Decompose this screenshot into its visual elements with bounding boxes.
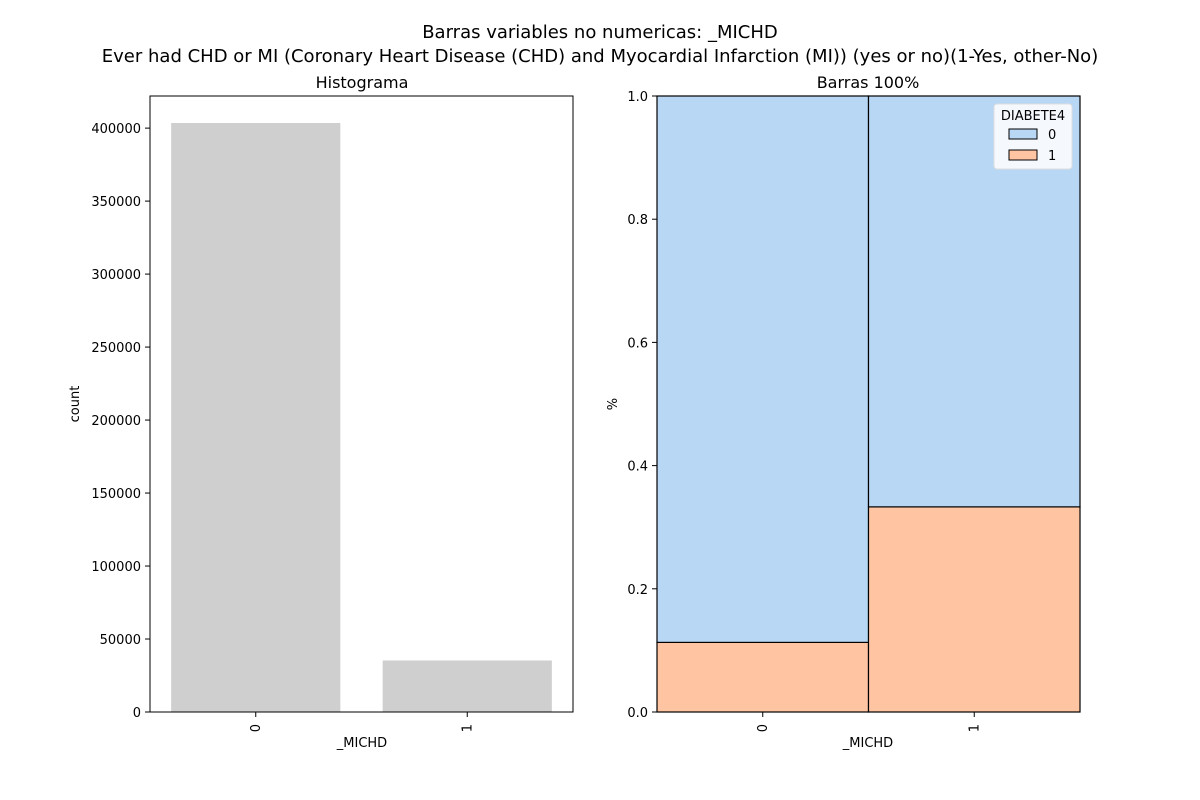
histogram-x-tick-label: 0 (249, 724, 264, 732)
stacked-bar-1-series-1 (867, 506, 1081, 713)
stacked-y-tick-label: 0.0 (627, 706, 648, 721)
histogram-y-tick-label: 50000 (100, 633, 141, 648)
legend-swatch-0 (1008, 128, 1038, 140)
histogram-y-tick-label: 0 (133, 706, 141, 721)
histogram-y-tick-label: 100000 (91, 560, 141, 575)
histogram-frame (149, 95, 574, 713)
histogram-y-label: count (68, 386, 83, 423)
stacked-frame (656, 95, 1081, 713)
legend-label-0: 0 (1048, 128, 1056, 143)
histogram-y-tick-label: 300000 (91, 268, 141, 283)
histogram-y-tick-label: 400000 (91, 122, 141, 137)
legend-label-1: 1 (1048, 149, 1056, 164)
stacked-y-tick-label: 1.0 (627, 90, 648, 105)
stacked-y-tick-label: 0.2 (627, 583, 648, 598)
histogram-x-label: _MICHD (336, 736, 387, 751)
histogram-bar-0 (171, 123, 341, 712)
stacked-y-tick-label: 0.6 (627, 336, 648, 351)
histogram-bar-1 (382, 660, 552, 712)
stacked-x-tick-label: 0 (756, 724, 771, 732)
stacked-bars (656, 95, 1081, 713)
stacked-x-label: _MICHD (842, 736, 893, 751)
stacked-y-tick-label: 0.8 (627, 213, 648, 228)
figure-title-line2: Ever had CHD or MI (Coronary Heart Disea… (102, 46, 1098, 67)
legend: DIABETE4 01 (993, 103, 1073, 170)
histogram-y-ticks: 0 50000 100000 150000 200000 250000 300000 3500… (91, 122, 150, 721)
stacked-y-tick-label: 0.4 (627, 460, 648, 475)
histogram-bars (171, 123, 552, 712)
histogram-x-tick-label: 1 (460, 724, 475, 732)
stacked-title: Barras 100% (817, 73, 920, 92)
stacked-bar-0-series-1 (656, 641, 870, 713)
histogram-panel: Histograma 0 50000 100000 150000 200000 25000… (68, 73, 574, 751)
legend-swatch-1 (1008, 149, 1038, 161)
stacked-x-tick-label: 1 (967, 724, 982, 732)
histogram-y-tick-label: 250000 (91, 341, 141, 356)
legend-title: DIABETE4 (1001, 109, 1065, 124)
stacked-bar-0-series-0 (656, 95, 870, 643)
histogram-y-tick-label: 150000 (91, 487, 141, 502)
stacked-y-ticks: 0.0 0.2 0.4 0.6 0.8 1.0 (627, 90, 657, 721)
histogram-y-tick-label: 200000 (91, 414, 141, 429)
stacked-y-label: % (606, 398, 621, 410)
legend-entries: 01 (1008, 128, 1056, 164)
histogram-title: Histograma (316, 73, 409, 92)
figure-title-line1: Barras variables no numericas: _MICHD (422, 22, 778, 43)
histogram-y-tick-label: 350000 (91, 195, 141, 210)
